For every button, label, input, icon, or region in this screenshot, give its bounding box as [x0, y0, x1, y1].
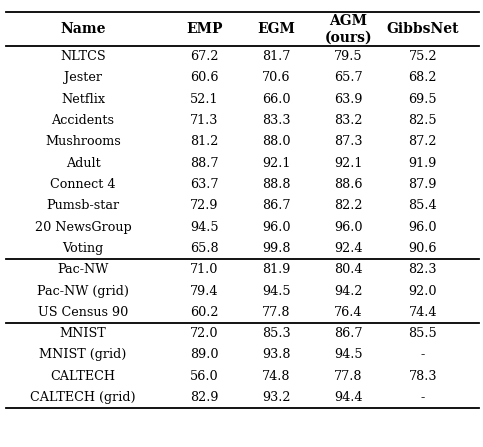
Text: 92.1: 92.1: [262, 156, 290, 169]
Text: 71.0: 71.0: [190, 263, 218, 276]
Text: MNIST: MNIST: [60, 327, 106, 340]
Text: 68.2: 68.2: [409, 71, 437, 84]
Text: Voting: Voting: [62, 242, 104, 255]
Text: 65.8: 65.8: [190, 242, 219, 255]
Text: Pac-NW (grid): Pac-NW (grid): [37, 285, 129, 298]
Text: 72.9: 72.9: [190, 199, 218, 212]
Text: 66.0: 66.0: [262, 93, 291, 105]
Text: 85.3: 85.3: [262, 327, 291, 340]
Text: -: -: [421, 391, 425, 404]
Text: 81.7: 81.7: [262, 50, 290, 63]
Text: 60.2: 60.2: [190, 306, 218, 319]
Text: 92.4: 92.4: [334, 242, 363, 255]
Text: 52.1: 52.1: [190, 93, 218, 105]
Text: 86.7: 86.7: [262, 199, 291, 212]
Text: 94.5: 94.5: [262, 285, 291, 298]
Text: 94.5: 94.5: [190, 220, 219, 233]
Text: 82.3: 82.3: [409, 263, 437, 276]
Text: 88.6: 88.6: [334, 178, 363, 191]
Text: 89.0: 89.0: [190, 349, 218, 362]
Text: CALTECH: CALTECH: [51, 370, 115, 383]
Text: US Census 90: US Census 90: [38, 306, 128, 319]
Text: NLTCS: NLTCS: [60, 50, 106, 63]
Text: 94.2: 94.2: [334, 285, 363, 298]
Text: 86.7: 86.7: [334, 327, 363, 340]
Text: 82.9: 82.9: [190, 391, 218, 404]
Text: 90.6: 90.6: [409, 242, 437, 255]
Text: 71.3: 71.3: [190, 114, 218, 127]
Text: 93.8: 93.8: [262, 349, 291, 362]
Text: 83.2: 83.2: [334, 114, 363, 127]
Text: 94.4: 94.4: [334, 391, 363, 404]
Text: 74.4: 74.4: [409, 306, 437, 319]
Text: 76.4: 76.4: [334, 306, 363, 319]
Text: 96.0: 96.0: [334, 220, 363, 233]
Text: 77.8: 77.8: [334, 370, 363, 383]
Text: 65.7: 65.7: [334, 71, 363, 84]
Text: Adult: Adult: [66, 156, 100, 169]
Text: 87.3: 87.3: [334, 135, 363, 148]
Text: Jester: Jester: [64, 71, 102, 84]
Text: Mushrooms: Mushrooms: [45, 135, 121, 148]
Text: Pumsb-star: Pumsb-star: [46, 199, 120, 212]
Text: 96.0: 96.0: [262, 220, 291, 233]
Text: 20 NewsGroup: 20 NewsGroup: [35, 220, 131, 233]
Text: Netflix: Netflix: [61, 93, 105, 105]
Text: 74.8: 74.8: [262, 370, 291, 383]
Text: 88.8: 88.8: [262, 178, 291, 191]
Text: Accidents: Accidents: [52, 114, 114, 127]
Text: 82.2: 82.2: [334, 199, 363, 212]
Text: 78.3: 78.3: [409, 370, 437, 383]
Text: 87.9: 87.9: [409, 178, 437, 191]
Text: 63.7: 63.7: [190, 178, 218, 191]
Text: 85.5: 85.5: [409, 327, 437, 340]
Text: 60.6: 60.6: [190, 71, 218, 84]
Text: 80.4: 80.4: [334, 263, 363, 276]
Text: 79.5: 79.5: [334, 50, 363, 63]
Text: 77.8: 77.8: [262, 306, 291, 319]
Text: 87.2: 87.2: [409, 135, 437, 148]
Text: 96.0: 96.0: [409, 220, 437, 233]
Text: Connect 4: Connect 4: [50, 178, 116, 191]
Text: 81.2: 81.2: [190, 135, 218, 148]
Text: 82.5: 82.5: [409, 114, 437, 127]
Text: Pac-NW: Pac-NW: [57, 263, 109, 276]
Text: EGM: EGM: [257, 22, 295, 36]
Text: 75.2: 75.2: [409, 50, 437, 63]
Text: 83.3: 83.3: [262, 114, 291, 127]
Text: -: -: [421, 349, 425, 362]
Text: 69.5: 69.5: [409, 93, 437, 105]
Text: 85.4: 85.4: [409, 199, 437, 212]
Text: MNIST (grid): MNIST (grid): [39, 349, 127, 362]
Text: 63.9: 63.9: [334, 93, 363, 105]
Text: 88.0: 88.0: [262, 135, 291, 148]
Text: 99.8: 99.8: [262, 242, 291, 255]
Text: EMP: EMP: [186, 22, 223, 36]
Text: 70.6: 70.6: [262, 71, 291, 84]
Text: 79.4: 79.4: [190, 285, 218, 298]
Text: 92.1: 92.1: [334, 156, 363, 169]
Text: Name: Name: [60, 22, 106, 36]
Text: CALTECH (grid): CALTECH (grid): [30, 391, 136, 404]
Text: 67.2: 67.2: [190, 50, 218, 63]
Text: 72.0: 72.0: [190, 327, 218, 340]
Text: 81.9: 81.9: [262, 263, 290, 276]
Text: 93.2: 93.2: [262, 391, 291, 404]
Text: 92.0: 92.0: [409, 285, 437, 298]
Text: GibbsNet: GibbsNet: [386, 22, 459, 36]
Text: 88.7: 88.7: [190, 156, 218, 169]
Text: AGM
(ours): AGM (ours): [325, 14, 372, 44]
Text: 56.0: 56.0: [190, 370, 219, 383]
Text: 94.5: 94.5: [334, 349, 363, 362]
Text: 91.9: 91.9: [409, 156, 437, 169]
